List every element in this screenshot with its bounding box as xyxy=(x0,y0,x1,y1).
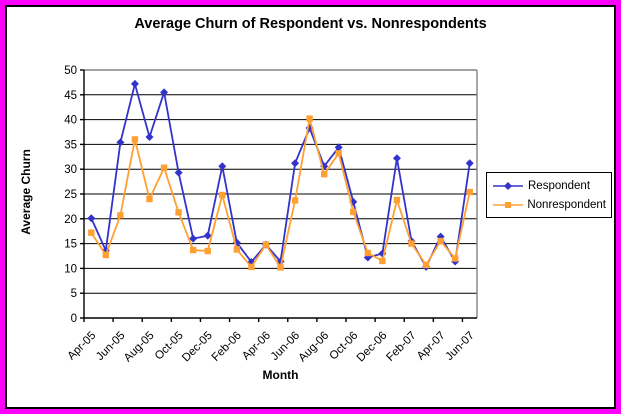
x-tick-label: Jun-06 xyxy=(269,330,302,363)
nonrespondent-marker xyxy=(408,240,415,247)
x-tick-label: Apr-07 xyxy=(415,330,448,363)
x-tick-label: Dec-06 xyxy=(355,330,390,365)
y-tick-label: 15 xyxy=(64,239,77,251)
nonrespondent-marker xyxy=(248,263,255,271)
respondent-marker xyxy=(130,79,139,88)
nonrespondent-marker xyxy=(204,247,211,255)
nonrespondent-marker xyxy=(335,150,342,157)
nonrespondent-marker xyxy=(306,115,313,122)
x-tick-label: Dec-05 xyxy=(180,330,215,365)
nonrespondent-marker xyxy=(219,191,226,199)
respondent-marker xyxy=(116,138,125,147)
x-tick-label: Feb-06 xyxy=(210,330,244,364)
nonrespondent-marker xyxy=(175,209,182,216)
nonrespondent-marker xyxy=(189,246,197,254)
respondent-marker xyxy=(87,214,96,223)
legend-label-respondent: Respondent xyxy=(528,179,591,192)
nonrespondent-line-square-icon xyxy=(493,201,523,208)
y-tick-label: 30 xyxy=(64,164,77,176)
legend-label-nonrespondent: Nonrespondent xyxy=(527,198,606,211)
y-tick-label: 10 xyxy=(64,263,77,275)
respondent-marker xyxy=(218,162,227,171)
respondent-marker xyxy=(203,231,212,240)
nonrespondent-marker xyxy=(291,197,299,204)
nonrespondent-marker xyxy=(451,255,459,262)
respondent-marker xyxy=(392,154,401,163)
y-tick-label: 5 xyxy=(71,288,77,300)
respondent-line-diamond-icon xyxy=(493,181,523,190)
nonrespondent-marker xyxy=(160,164,168,171)
nonrespondent-marker xyxy=(277,264,284,271)
nonrespondent-marker xyxy=(131,136,139,143)
x-tick-label: Jun-07 xyxy=(443,330,476,363)
nonrespondent-marker xyxy=(146,195,153,203)
nonrespondent-marker xyxy=(102,251,110,259)
legend-item-respondent[interactable]: Respondent xyxy=(492,177,606,194)
y-tick-label: 0 xyxy=(71,313,77,325)
x-tick-label: Apr-05 xyxy=(65,330,98,363)
x-tick-label: Aug-06 xyxy=(297,330,332,365)
y-tick-label: 50 xyxy=(64,65,77,77)
x-tick-label: Feb-07 xyxy=(384,330,418,364)
x-tick-label: Apr-06 xyxy=(240,330,273,363)
nonrespondent-marker xyxy=(320,170,328,178)
nonrespondent-marker xyxy=(437,237,444,245)
nonrespondent-marker xyxy=(393,196,401,204)
y-tick-label: 20 xyxy=(64,214,77,226)
legend: Respondent Nonrespondent xyxy=(486,172,612,218)
x-tick-label: Jun-05 xyxy=(94,330,127,363)
nonrespondent-marker xyxy=(466,188,473,196)
respondent-marker xyxy=(291,159,300,168)
respondent-marker xyxy=(174,168,183,177)
nonrespondent-marker xyxy=(233,246,241,253)
chart-title: Average Churn of Respondent vs. Nonrespo… xyxy=(134,16,487,32)
y-tick-label: 40 xyxy=(64,115,77,127)
y-tick-label: 25 xyxy=(64,189,77,201)
nonrespondent-marker xyxy=(117,212,124,219)
respondent-marker xyxy=(189,234,198,243)
nonrespondent-marker xyxy=(364,249,372,257)
respondent-marker xyxy=(334,143,343,152)
respondent-marker xyxy=(465,159,474,168)
y-axis-title: Average Churn xyxy=(19,149,33,235)
legend-item-nonrespondent[interactable]: Nonrespondent xyxy=(492,196,606,213)
nonrespondent-marker xyxy=(262,241,270,248)
nonrespondent-marker xyxy=(422,261,430,269)
y-tick-label: 45 xyxy=(64,90,77,102)
nonrespondent-marker xyxy=(350,208,357,216)
nonrespondent-marker xyxy=(88,229,95,236)
respondent-marker xyxy=(160,88,169,97)
y-tick-label: 35 xyxy=(64,139,77,151)
x-axis-title: Month xyxy=(262,368,299,382)
respondent-marker xyxy=(145,132,154,141)
nonrespondent-marker xyxy=(379,257,386,265)
x-tick-label: Aug-05 xyxy=(122,330,157,365)
